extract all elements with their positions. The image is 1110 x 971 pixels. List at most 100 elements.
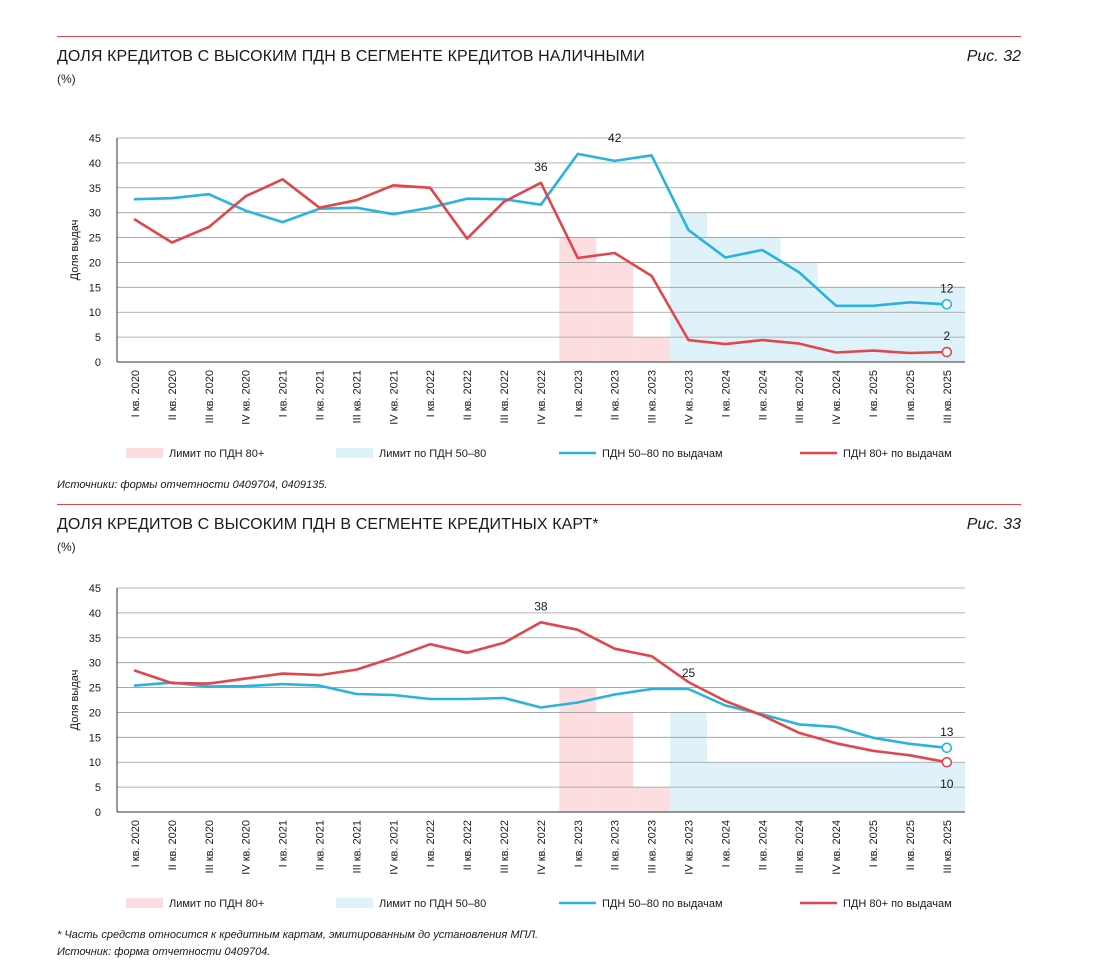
legend-limit-80plus-swatch [126, 448, 163, 458]
y-tick-label: 25 [89, 233, 101, 245]
y-tick-label: 10 [89, 757, 101, 769]
y-tick-label: 45 [89, 583, 101, 595]
legend-limit-50-80-label: Лимит по ПДН 50–80 [379, 448, 486, 460]
fig33-top-rule [57, 504, 1021, 505]
legend-limit-80plus-label: Лимит по ПДН 80+ [169, 898, 264, 910]
x-tick-label: IV кв. 2024 [831, 820, 843, 875]
x-tick-label: I кв. 2025 [868, 370, 880, 417]
x-tick-label: I кв. 2022 [425, 820, 437, 867]
data-label: 38 [534, 599, 548, 613]
y-tick-label: 0 [95, 357, 101, 369]
data-label: 2 [943, 329, 950, 343]
data-label: 36 [534, 160, 548, 174]
series-end-marker-pdn-80plus [941, 346, 953, 358]
x-tick-label: III кв. 2021 [351, 820, 363, 873]
x-tick-label: IV кв. 2020 [241, 370, 253, 425]
x-tick-label: IV кв. 2024 [831, 370, 843, 425]
data-label: 12 [940, 281, 954, 295]
y-tick-label: 10 [89, 307, 101, 319]
x-tick-label: I кв. 2024 [720, 820, 732, 867]
y-tick-label: 40 [89, 158, 101, 170]
series-end-marker-pdn-80plus [941, 756, 953, 768]
fig32-label: Рис. 32 [966, 48, 1021, 65]
x-tick-label: III кв. 2024 [794, 820, 806, 873]
x-tick-label: III кв. 2022 [499, 370, 511, 423]
y-tick-label: 5 [95, 782, 101, 794]
fig33-source: Источник: форма отчетности 0409704. [57, 946, 271, 958]
x-tick-label: I кв. 2024 [720, 370, 732, 417]
legend-pdn-80plus-label: ПДН 80+ по выдачам [843, 448, 952, 460]
x-tick-label: II кв. 2024 [757, 820, 769, 870]
fig33-chart: 0 5 10 15 20 25 30 35 40 45 Доля выдач I кв. 2020 II… [69, 583, 965, 910]
series-line-pdn-80plus [133, 177, 949, 355]
y-tick-label: 35 [89, 633, 101, 645]
x-tick-label: II кв. 2022 [462, 820, 474, 870]
legend-limit-80plus-swatch [126, 898, 163, 908]
x-tick-label: I кв. 2022 [425, 370, 437, 417]
x-tick-label: IV кв. 2022 [536, 820, 548, 875]
y-tick-label: 45 [89, 133, 101, 145]
limit-area-80plus-12 [559, 687, 597, 812]
x-tick-label: IV кв. 2023 [684, 820, 696, 875]
x-tick-label: I кв. 2023 [573, 820, 585, 867]
fig33-footnote: * Часть средств относится к кредитным ка… [57, 929, 539, 941]
limit-area-80plus-14 [633, 787, 671, 812]
limit-area-80plus-14 [633, 337, 671, 362]
legend-limit-50-80-label: Лимит по ПДН 50–80 [379, 898, 486, 910]
fig32-title: ДОЛЯ КРЕДИТОВ С ВЫСОКИМ ПДН В СЕГМЕНТЕ К… [57, 48, 645, 65]
x-tick-label: I кв. 2023 [573, 370, 585, 417]
y-tick-label: 40 [89, 608, 101, 620]
legend-pdn-80plus-label: ПДН 80+ по выдачам [843, 898, 952, 910]
series-end-marker-pdn-50-80 [941, 742, 953, 754]
legend-limit-80plus-label: Лимит по ПДН 80+ [169, 448, 264, 460]
x-tick-label: II кв. 2023 [610, 820, 622, 870]
x-tick-label: II кв. 2022 [462, 370, 474, 420]
y-tick-label: 25 [89, 683, 101, 695]
x-tick-label: III кв. 2021 [351, 370, 363, 423]
data-label: 42 [608, 131, 622, 145]
y-tick-label: 35 [89, 183, 101, 195]
y-tick-label: 0 [95, 807, 101, 819]
legend-limit-50-80-swatch [336, 898, 373, 908]
x-tick-label: II кв. 2025 [905, 370, 917, 420]
x-tick-label: III кв. 2023 [647, 820, 659, 873]
x-tick-label: IV кв. 2021 [388, 370, 400, 425]
fig33-title: ДОЛЯ КРЕДИТОВ С ВЫСОКИМ ПДН В СЕГМЕНТЕ К… [57, 516, 599, 533]
fig32-chart: 0 5 10 15 20 25 30 35 40 45 Доля выдач I кв. 2020 II… [69, 131, 965, 460]
x-tick-label: II кв. 2020 [167, 820, 179, 870]
x-tick-label: II кв. 2023 [610, 370, 622, 420]
series-line-pdn-50-80 [133, 681, 949, 750]
series-end-marker-pdn-50-80 [941, 298, 953, 310]
legend-limit-50-80-swatch [336, 448, 373, 458]
x-tick-label: III кв. 2025 [942, 820, 954, 873]
y-axis-title: Доля выдач [69, 670, 81, 731]
x-tick-label: II кв. 2025 [905, 820, 917, 870]
legend-pdn-50-80-label: ПДН 50–80 по выдачам [602, 898, 723, 910]
x-tick-label: III кв. 2020 [204, 820, 216, 873]
x-tick-label: I кв. 2021 [278, 820, 290, 867]
x-tick-label: II кв. 2020 [167, 370, 179, 420]
x-tick-label: III кв. 2020 [204, 370, 216, 423]
x-tick-label: III кв. 2023 [647, 370, 659, 423]
x-tick-label: I кв. 2025 [868, 820, 880, 867]
fig32-unit: (%) [57, 72, 76, 86]
data-label: 13 [940, 725, 954, 739]
data-label: 10 [940, 777, 954, 791]
x-tick-label: I кв. 2021 [278, 370, 290, 417]
y-tick-label: 15 [89, 282, 101, 294]
x-tick-label: III кв. 2022 [499, 820, 511, 873]
fig32-top-rule [57, 36, 1021, 37]
y-tick-label: 30 [89, 658, 101, 670]
x-tick-label: I кв. 2020 [130, 370, 142, 417]
x-tick-label: III кв. 2025 [942, 370, 954, 423]
x-tick-label: IV кв. 2020 [241, 820, 253, 875]
limit-area-50-80-17 [743, 237, 781, 362]
x-tick-label: IV кв. 2023 [684, 370, 696, 425]
x-tick-label: II кв. 2021 [315, 820, 327, 870]
y-tick-label: 20 [89, 257, 101, 269]
data-label: 25 [682, 666, 696, 680]
x-tick-label: I кв. 2020 [130, 820, 142, 867]
fig33-unit: (%) [57, 540, 76, 554]
x-tick-label: IV кв. 2022 [536, 370, 548, 425]
y-tick-label: 30 [89, 208, 101, 220]
